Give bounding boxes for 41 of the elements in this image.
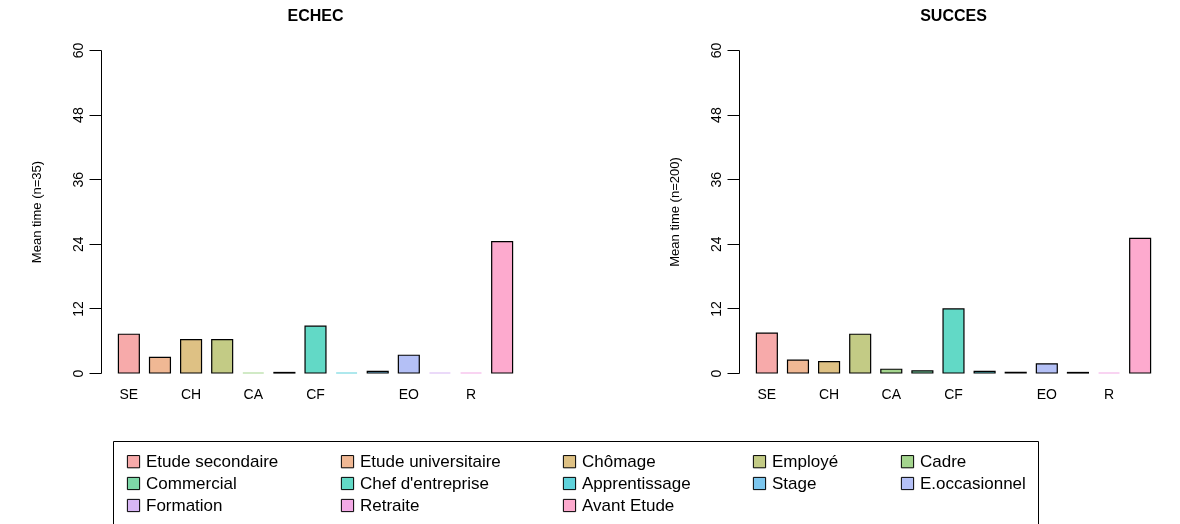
x-tick-label: SE bbox=[757, 385, 777, 402]
chart-title: ECHEC bbox=[287, 7, 344, 25]
legend-label: Avant Etude bbox=[582, 495, 675, 515]
y-axis-title: Mean time (n=200) bbox=[666, 157, 682, 267]
x-tick-label: CH bbox=[818, 385, 840, 402]
y-axis-title: Mean time (n=35) bbox=[28, 160, 44, 264]
y-tick-label: 0 bbox=[707, 369, 724, 378]
x-tick-label: R bbox=[1103, 385, 1115, 402]
x-tick-label: CA bbox=[243, 385, 264, 402]
x-tick-label: SE bbox=[119, 385, 139, 402]
chart-title: SUCCES bbox=[920, 7, 988, 25]
legend-label: Retraite bbox=[360, 495, 420, 515]
y-tick-label: 60 bbox=[707, 42, 724, 59]
y-tick-label: 48 bbox=[69, 107, 86, 123]
legend-label: Commercial bbox=[146, 473, 237, 493]
y-tick-label: 36 bbox=[69, 171, 86, 188]
y-tick-label: 0 bbox=[69, 369, 86, 378]
x-tick-label: R bbox=[465, 385, 477, 402]
y-tick-label: 60 bbox=[69, 42, 86, 59]
legend-label: E.occasionnel bbox=[920, 473, 1026, 493]
x-tick-label: CF bbox=[944, 385, 963, 402]
legend-label: Stage bbox=[772, 473, 817, 493]
legend-label: Etude secondaire bbox=[146, 451, 279, 471]
x-tick-label: CH bbox=[180, 385, 202, 402]
legend-label: Etude universitaire bbox=[360, 451, 501, 471]
legend-label: Chef d'entreprise bbox=[360, 473, 489, 493]
x-tick-label: CF bbox=[306, 385, 325, 402]
x-tick-label: EO bbox=[1036, 385, 1058, 402]
y-tick-label: 36 bbox=[707, 171, 724, 188]
legend-label: Cadre bbox=[920, 451, 967, 471]
y-tick-label: 12 bbox=[707, 300, 724, 317]
legend-label: Apprentissage bbox=[582, 473, 691, 493]
x-tick-label: CA bbox=[881, 385, 902, 402]
legend-label: Chômage bbox=[582, 451, 656, 471]
y-tick-label: 48 bbox=[707, 107, 724, 123]
y-tick-label: 24 bbox=[707, 236, 724, 253]
legend-label: Employé bbox=[772, 451, 839, 471]
y-tick-label: 24 bbox=[69, 236, 86, 253]
y-tick-label: 12 bbox=[69, 300, 86, 317]
x-tick-label: EO bbox=[398, 385, 420, 402]
legend-label: Formation bbox=[146, 495, 223, 515]
